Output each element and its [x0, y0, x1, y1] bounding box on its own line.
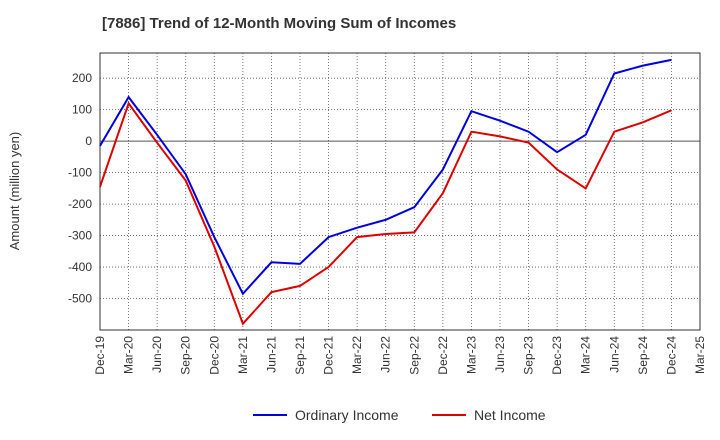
x-tick-label: Dec-20	[207, 336, 221, 375]
plot-frame	[99, 52, 701, 331]
y-tick-label: 0	[85, 134, 92, 148]
y-tick-label: -200	[68, 197, 92, 211]
x-tick-label: Dec-22	[436, 336, 450, 375]
x-tick-label: Jun-22	[379, 336, 393, 373]
x-tick-label: Mar-20	[122, 336, 136, 374]
y-tick-label: 100	[72, 103, 92, 117]
y-axis-label: Amount (million yen)	[7, 132, 22, 251]
x-tick-label: Jun-24	[607, 336, 621, 373]
x-tick-label: Jun-20	[150, 336, 164, 373]
series-layer	[99, 58, 672, 326]
x-tick-label: Sep-21	[293, 336, 307, 375]
x-tick-label: Mar-21	[236, 336, 250, 374]
y-tick-label: -300	[68, 229, 92, 243]
series-line-net-income	[99, 101, 672, 326]
x-tick-label: Sep-22	[407, 336, 421, 375]
y-tick-label: 200	[72, 71, 92, 85]
x-tick-label: Mar-22	[350, 336, 364, 374]
series-line-ordinary-income	[99, 58, 672, 296]
x-tick-label: Mar-25	[693, 336, 707, 374]
x-tick-label: Jun-23	[493, 336, 507, 373]
x-tick-label: Dec-21	[322, 336, 336, 375]
y-tick-labels: 200 100 0 -100 -200 -300 -400 -500	[68, 71, 92, 305]
legend-label: Ordinary Income	[295, 407, 399, 423]
legend: Ordinary Income Net Income	[253, 407, 546, 423]
x-tick-label: Jun-21	[264, 336, 278, 373]
x-tick-label: Sep-20	[179, 336, 193, 375]
x-tick-label: Sep-24	[636, 336, 650, 375]
y-tick-label: -100	[68, 166, 92, 180]
x-tick-label: Dec-23	[550, 336, 564, 375]
x-tick-labels: Dec-19 Mar-20 Jun-20 Sep-20 Dec-20 Mar-21 Jun-…	[93, 336, 707, 375]
x-tick-label: Dec-19	[93, 336, 107, 375]
x-tick-label: Sep-23	[522, 336, 536, 375]
x-tick-label: Mar-23	[464, 336, 478, 374]
x-tick-label: Dec-24	[664, 336, 678, 375]
y-tick-label: -400	[68, 260, 92, 274]
chart-title: [7886] Trend of 12-Month Moving Sum of I…	[102, 15, 457, 32]
y-tick-label: -500	[68, 292, 92, 306]
x-tick-label: Mar-24	[579, 336, 593, 374]
legend-label: Net Income	[474, 407, 546, 423]
